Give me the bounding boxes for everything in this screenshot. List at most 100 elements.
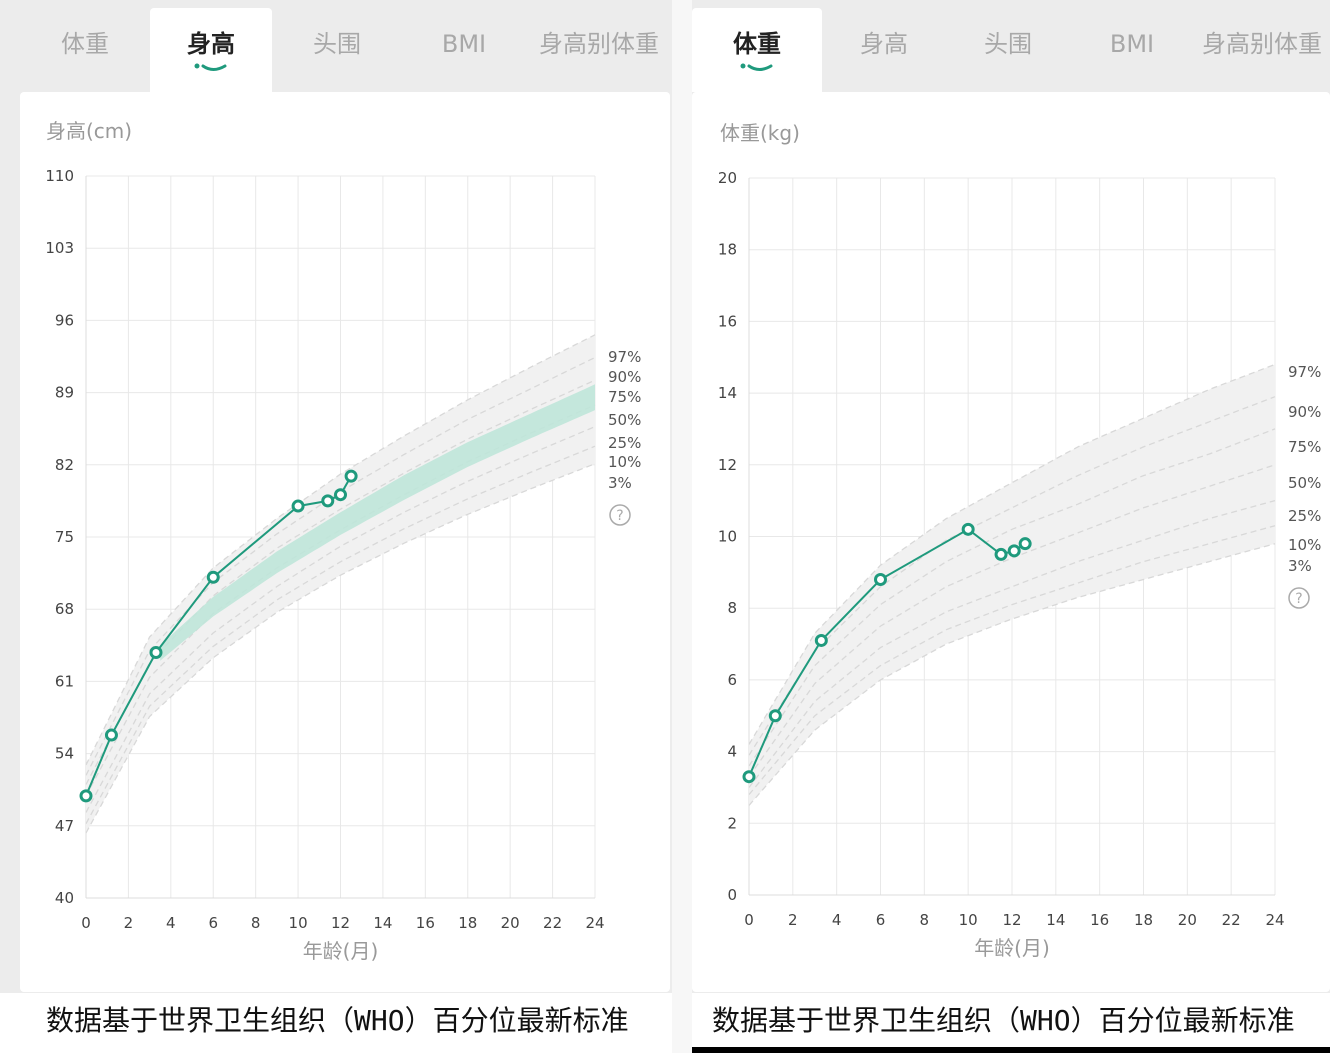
percentile-label: 75% [1288,438,1321,456]
y-tick-label: 8 [727,599,737,617]
measurement-point [104,728,118,742]
tab-bar: 体重 身高 头围 BMI 身高别体重 [692,0,1330,92]
measurement-point [961,522,975,536]
measurement-point [768,709,782,723]
tab-label: 头围 [313,30,361,58]
percentile-label: 50% [608,411,641,429]
measurement-point [742,770,756,784]
tab-weight-for-height[interactable]: 身高别体重 [526,8,672,92]
percentile-curve [85,463,596,834]
x-tick-label: 6 [876,911,886,929]
y-tick-label: 68 [55,600,74,618]
y-tick-label: 6 [727,671,737,689]
chart-card: 体重(kg) 0 2 4 6 8 10 12 14 16 18 20 0 2 4 6 8 10 12 14 16 18 20… [692,92,1330,992]
tab-label: 身高别体重 [539,30,659,58]
height-chart-panel: 体重 身高 头围 BMI 身高别体重 身高(cm) 40 47 54 61 68 75 82 8… [0,8,672,1053]
tab-label: BMI [441,30,487,58]
help-icon-glyph: ? [616,508,623,524]
tab-label: 身高别体重 [1202,30,1322,58]
tab-label: 身高 [187,30,235,58]
percentile-label: 90% [1288,403,1321,421]
percentile-label: 97% [1288,363,1321,381]
measurement-point [149,646,163,660]
y-tick-label: 82 [55,456,74,474]
y-tick-label: 61 [55,672,74,690]
percentile-label: 10% [608,453,641,471]
measurement-point [814,633,828,647]
active-tab-indicator-icon [740,63,773,71]
y-tick-label: 103 [45,239,74,257]
y-tick-label: 10 [718,528,737,546]
percentile-label: 25% [608,434,641,452]
measurement-point [874,573,887,587]
chart-card: 身高(cm) 40 47 54 61 68 75 82 89 96 103 110 0 2 4 6 8 10 12 1… [20,92,670,992]
percentile-label: 97% [608,348,641,366]
x-tick-label: 8 [920,911,930,929]
y-tick-label: 40 [55,889,74,907]
x-tick-label: 22 [543,914,562,932]
x-tick-label: 24 [585,914,604,932]
help-icon-glyph: ? [1295,591,1302,607]
x-tick-label: 0 [744,911,754,929]
percentile-curve [85,445,596,825]
active-tab-indicator-icon [194,63,227,71]
tab-height[interactable]: 身高 [822,8,946,92]
percentile-curve [748,525,1276,796]
x-tick-label: 18 [1134,911,1153,929]
percentile-curve [748,464,1276,778]
x-tick-label: 0 [81,914,91,932]
tab-weight-for-height[interactable]: 身高别体重 [1194,8,1330,92]
percentile-curve [85,334,596,766]
x-tick-label: 10 [289,914,308,932]
x-tick-label: 4 [166,914,176,932]
y-tick-label: 54 [55,745,74,763]
x-axis-title: 年龄(月) [974,936,1050,960]
tab-label: 头围 [984,30,1032,58]
y-tick-label: 16 [718,312,737,330]
x-axis-title: 年龄(月) [303,939,379,963]
tab-bmi[interactable]: BMI [1070,8,1194,92]
tab-head-circumference[interactable]: 头围 [272,8,402,92]
measurement-point [1007,544,1021,558]
measurement-point [79,789,93,803]
percentile-label: 10% [1288,536,1321,554]
percentile-label: 25% [1288,507,1321,525]
x-tick-label: 14 [373,914,392,932]
percentile-range-area [749,364,1275,806]
percentile-curve [748,428,1276,767]
x-tick-label: 16 [1090,911,1109,929]
tab-weight[interactable]: 体重 [692,8,822,92]
measurement-point [206,570,220,584]
x-tick-label: 10 [959,911,978,929]
percentile-label: 90% [608,368,641,386]
y-tick-label: 0 [727,886,737,904]
x-tick-label: 22 [1222,911,1241,929]
measurement-point [291,499,305,513]
tab-weight[interactable]: 体重 [20,8,150,92]
x-tick-label: 8 [251,914,261,932]
measurement-point [1018,537,1032,551]
help-icon-circle [609,504,631,526]
y-tick-label: 20 [718,169,737,187]
percentile-label: 75% [608,388,641,406]
y-tick-label: 96 [55,311,74,329]
tab-label: 体重 [733,30,781,58]
tab-bmi[interactable]: BMI [402,8,526,92]
percentile-curve [748,499,1276,788]
x-tick-label: 4 [832,911,842,929]
x-tick-label: 16 [416,914,435,932]
percentile-label: 50% [1288,474,1321,492]
tab-label: 身高 [860,30,908,58]
measurement-point [994,547,1008,561]
percentile-curve [85,404,596,797]
measurement-point [344,469,358,483]
x-tick-label: 12 [1002,911,1021,929]
percentile-curve [85,356,596,776]
y-tick-label: 110 [45,167,74,185]
y-tick-label: 14 [718,384,737,402]
tab-height[interactable]: 身高 [150,8,272,92]
highlight-percentile-band [160,384,595,661]
tab-head-circumference[interactable]: 头围 [946,8,1070,92]
